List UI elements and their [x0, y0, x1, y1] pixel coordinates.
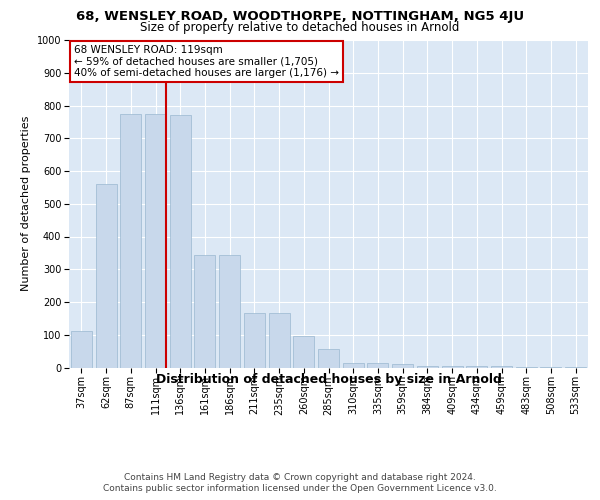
Text: Distribution of detached houses by size in Arnold: Distribution of detached houses by size … [156, 372, 502, 386]
Bar [417, 366, 438, 368]
Text: Contains public sector information licensed under the Open Government Licence v3: Contains public sector information licen… [103, 484, 497, 493]
Bar [95, 184, 116, 368]
Bar [293, 336, 314, 368]
Bar [145, 114, 166, 368]
Bar [244, 314, 265, 368]
Bar [71, 332, 92, 368]
Bar [219, 254, 240, 368]
Bar [318, 350, 339, 368]
Bar [269, 314, 290, 368]
Text: Contains HM Land Registry data © Crown copyright and database right 2024.: Contains HM Land Registry data © Crown c… [124, 472, 476, 482]
Bar [565, 367, 586, 368]
Bar [516, 366, 537, 368]
Text: 68, WENSLEY ROAD, WOODTHORPE, NOTTINGHAM, NG5 4JU: 68, WENSLEY ROAD, WOODTHORPE, NOTTINGHAM… [76, 10, 524, 23]
Bar [491, 366, 512, 368]
Text: Size of property relative to detached houses in Arnold: Size of property relative to detached ho… [140, 22, 460, 35]
Bar [367, 362, 388, 368]
Y-axis label: Number of detached properties: Number of detached properties [22, 116, 31, 292]
Bar [541, 366, 562, 368]
Bar [392, 364, 413, 368]
Bar [120, 114, 141, 368]
Bar [466, 366, 487, 368]
Bar [442, 366, 463, 368]
Bar [194, 254, 215, 368]
Bar [343, 362, 364, 368]
Text: 68 WENSLEY ROAD: 119sqm
← 59% of detached houses are smaller (1,705)
40% of semi: 68 WENSLEY ROAD: 119sqm ← 59% of detache… [74, 45, 339, 78]
Bar [170, 116, 191, 368]
